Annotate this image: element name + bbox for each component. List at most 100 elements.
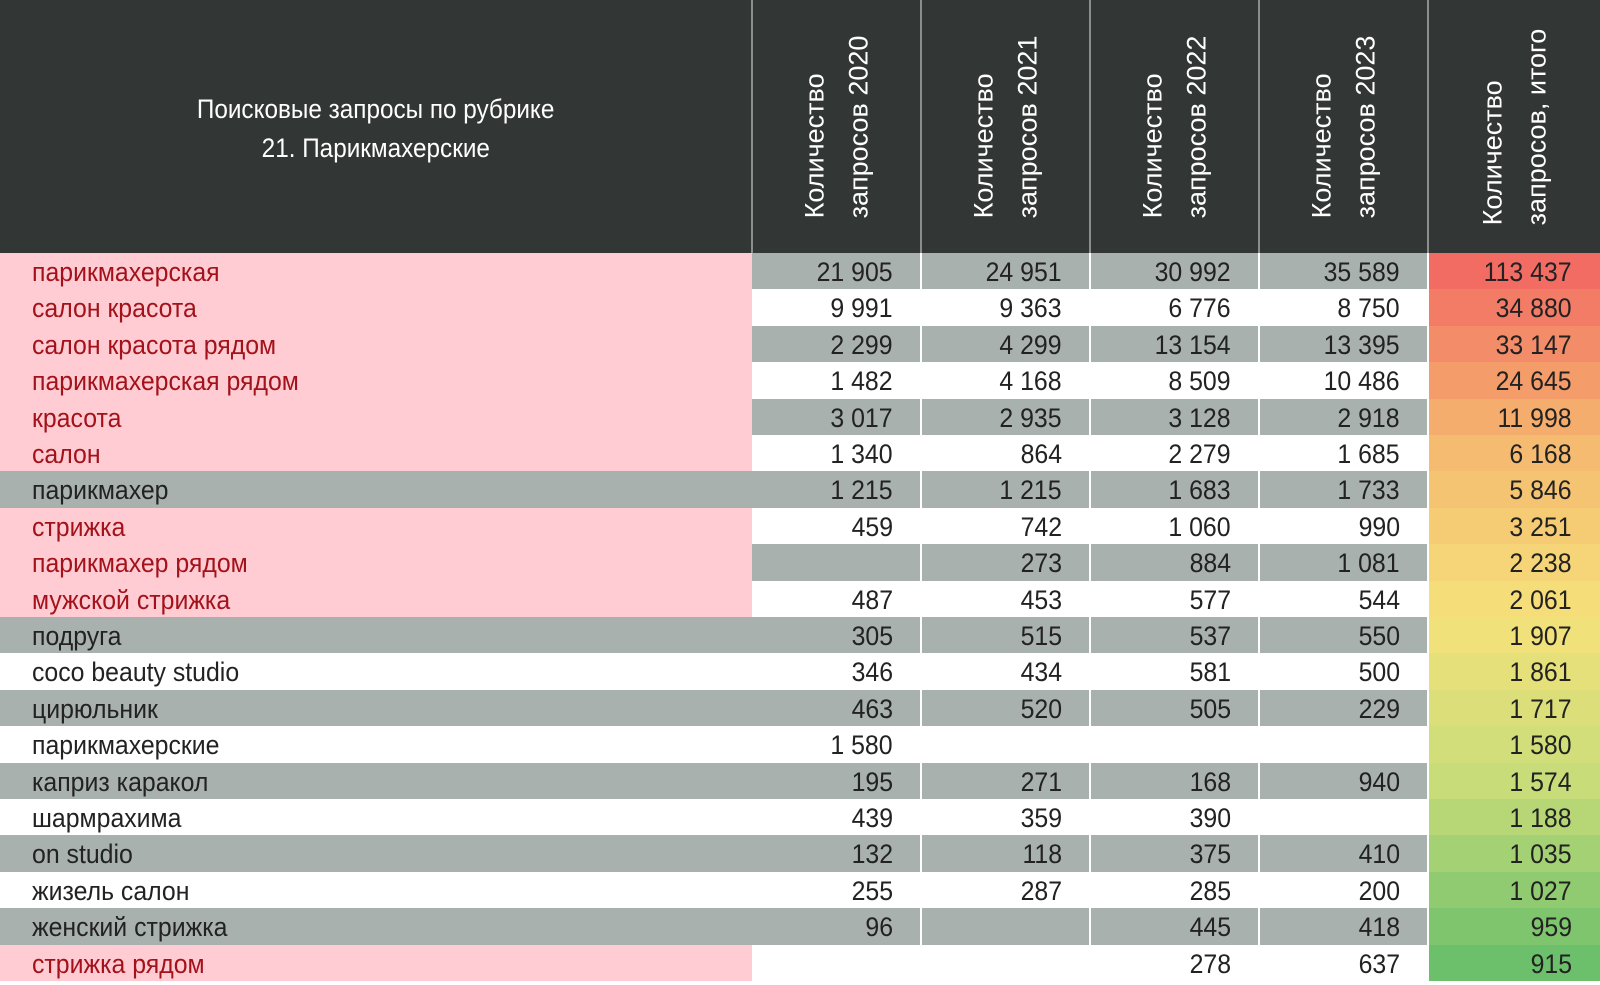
total-cell: 1 907 (1428, 617, 1600, 654)
cell-value: 581 (1189, 657, 1231, 688)
column-header-line: запросов 2022 (1181, 35, 1212, 218)
cell-value: 1 340 (830, 439, 893, 469)
cell-value: 3 017 (830, 402, 893, 433)
cell-value: 742 (1020, 511, 1062, 542)
cell-divider (1427, 799, 1429, 836)
total-cell: 33 147 (1428, 325, 1600, 363)
cell-value: 2 918 (1337, 402, 1400, 433)
value-cell: 577 (1090, 580, 1259, 617)
cell-divider (1089, 398, 1091, 435)
cell-divider (1258, 507, 1260, 545)
row-label-text: салон (32, 439, 101, 469)
cell-divider (1258, 726, 1260, 763)
cell-divider (1258, 908, 1260, 945)
cell-divider (1258, 325, 1260, 363)
row-label: парикмахерские (0, 726, 752, 763)
cell-value: 1 188 (1509, 803, 1572, 833)
cell-value: 505 (1189, 693, 1231, 724)
cell-divider (1427, 908, 1429, 945)
table-row: шармрахима 439 359 390 1 188 (0, 799, 1600, 836)
total-cell: 1 027 (1428, 871, 1600, 909)
column-header-line: запросов 2021 (1012, 35, 1043, 218)
cell-value: 544 (1358, 584, 1400, 615)
cell-divider (1258, 398, 1260, 435)
row-label-text: салон красота рядом (32, 329, 277, 360)
cell-divider (920, 580, 922, 617)
cell-value: 34 880 (1496, 293, 1572, 324)
total-cell: 3 251 (1428, 507, 1600, 545)
total-cell: 1 580 (1428, 726, 1600, 763)
row-label: парикмахер (0, 471, 752, 508)
cell-divider (1427, 944, 1429, 981)
total-cell: 1 717 (1428, 689, 1600, 727)
column-header-line: Количество (1306, 72, 1337, 218)
cell-divider (1089, 653, 1091, 690)
row-label-text: шармрахима (32, 803, 182, 833)
value-cell: 390 (1090, 799, 1259, 836)
cell-value: 6 168 (1509, 439, 1572, 469)
cell-value: 453 (1020, 584, 1062, 615)
cell-divider (1089, 325, 1091, 363)
value-cell (921, 726, 1090, 763)
table-row: парикмахерская рядом 1 482 4 168 8 509 10 48… (0, 362, 1600, 399)
cell-divider (1258, 362, 1260, 399)
value-cell: 864 (921, 435, 1090, 472)
cell-divider (1258, 871, 1260, 909)
cell-divider (1427, 544, 1429, 581)
row-label: салон (0, 435, 752, 472)
cell-value: 375 (1189, 839, 1231, 870)
value-cell: 520 (921, 689, 1090, 727)
cell-value: 4 168 (999, 366, 1062, 397)
cell-divider (1427, 325, 1429, 363)
cell-divider (1258, 944, 1260, 981)
cell-value: 346 (851, 657, 893, 688)
column-header-5: Количество запросов, итого (1428, 0, 1600, 253)
table-row: салон красота рядом 2 299 4 299 13 154 13 39… (0, 325, 1600, 363)
cell-value: 1 580 (830, 730, 893, 761)
row-label-text: цирюльник (32, 693, 158, 724)
cell-divider (1089, 507, 1091, 545)
cell-value: 30 992 (1155, 257, 1231, 287)
cell-divider (920, 762, 922, 799)
value-cell: 884 (1090, 544, 1259, 581)
value-cell: 4 299 (921, 325, 1090, 363)
table-row: стрижка 459 742 1 060 990 3 251 (0, 507, 1600, 545)
row-label-text: женский стрижка (32, 912, 228, 943)
cell-value: 1 215 (830, 475, 893, 506)
column-header-text: Количество запросов 2020 (793, 35, 881, 218)
value-cell (752, 944, 921, 981)
cell-divider (1089, 289, 1091, 326)
cell-value: 195 (851, 766, 893, 797)
value-cell: 1 081 (1259, 544, 1428, 581)
value-cell: 13 395 (1259, 325, 1428, 363)
row-label: парикмахер рядом (0, 544, 752, 581)
cell-value: 271 (1020, 766, 1062, 797)
column-header-line: запросов 2020 (843, 35, 874, 218)
column-header-text: Количество запросов, итого (1470, 28, 1558, 225)
value-cell: 581 (1090, 653, 1259, 690)
header-divider (1258, 0, 1260, 253)
table-row: салон 1 340 864 2 279 1 685 6 168 (0, 435, 1600, 472)
cell-divider (920, 944, 922, 981)
cell-value: 487 (851, 584, 893, 615)
cell-value: 1 907 (1509, 621, 1572, 651)
value-cell (1090, 726, 1259, 763)
value-cell: 537 (1090, 617, 1259, 654)
value-cell: 940 (1259, 762, 1428, 799)
table-title: Поисковые запросы по рубрике 21. Парикма… (0, 0, 752, 253)
cell-divider (920, 799, 922, 836)
cell-value: 1 060 (1168, 511, 1231, 542)
cell-divider (1089, 435, 1091, 472)
cell-divider (1258, 617, 1260, 654)
cell-divider (920, 253, 922, 290)
value-cell: 375 (1090, 835, 1259, 872)
value-cell: 1 482 (752, 362, 921, 399)
table-row: парикмахерские 1 580 1 580 (0, 726, 1600, 763)
cell-value: 577 (1189, 584, 1231, 615)
row-label-text: жизель салон (32, 875, 190, 906)
cell-value: 273 (1020, 548, 1062, 579)
value-cell: 515 (921, 617, 1090, 654)
value-cell: 3 128 (1090, 398, 1259, 435)
value-cell: 544 (1259, 580, 1428, 617)
cell-divider (920, 507, 922, 545)
